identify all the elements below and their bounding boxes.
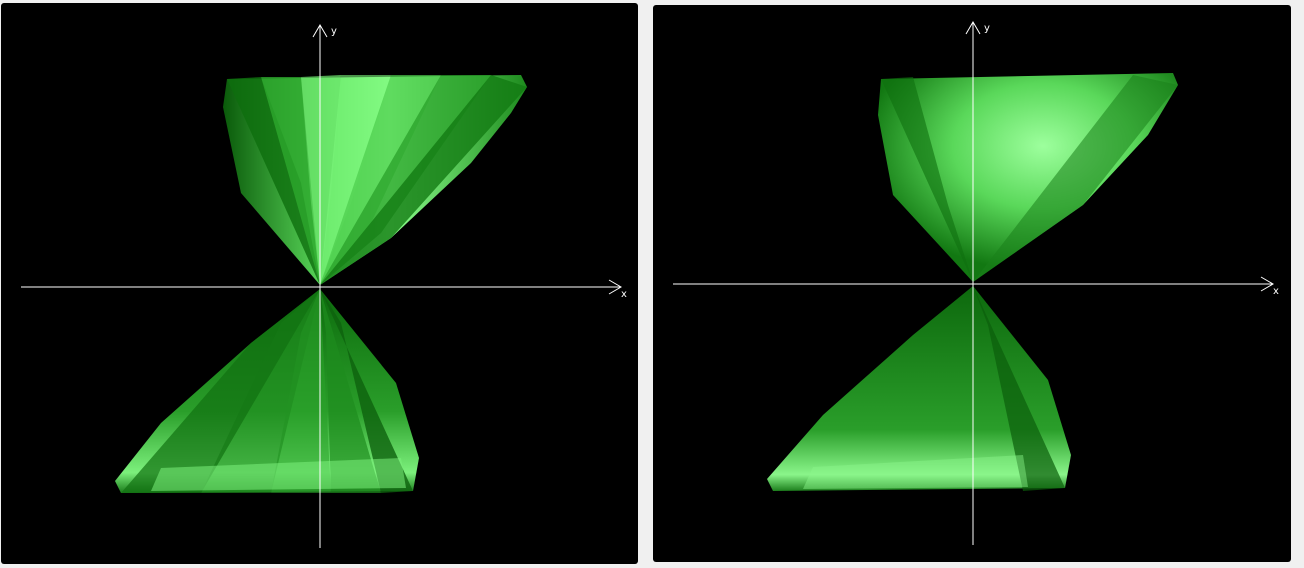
x-axis-arrow [608,279,622,295]
viewport-left: x y [1,3,638,564]
upper-cone-right [878,73,1178,282]
scene-right: x y [673,21,1279,545]
x-axis-label: x [1273,286,1279,297]
upper-cone-left [223,75,527,285]
lower-cone-right [767,286,1071,491]
axes-left: x y [21,24,627,548]
y-axis-label: y [984,23,990,34]
lower-cone-left [115,289,419,493]
y-axis-arrow [312,24,328,38]
x-axis-arrow [1260,276,1274,292]
scene-left: x y [21,24,627,548]
viewport-right: x y [653,5,1291,562]
y-axis-arrow [965,21,981,35]
x-axis-label: x [621,289,627,300]
y-axis-label: y [331,26,337,37]
axes-right: x y [673,21,1279,545]
